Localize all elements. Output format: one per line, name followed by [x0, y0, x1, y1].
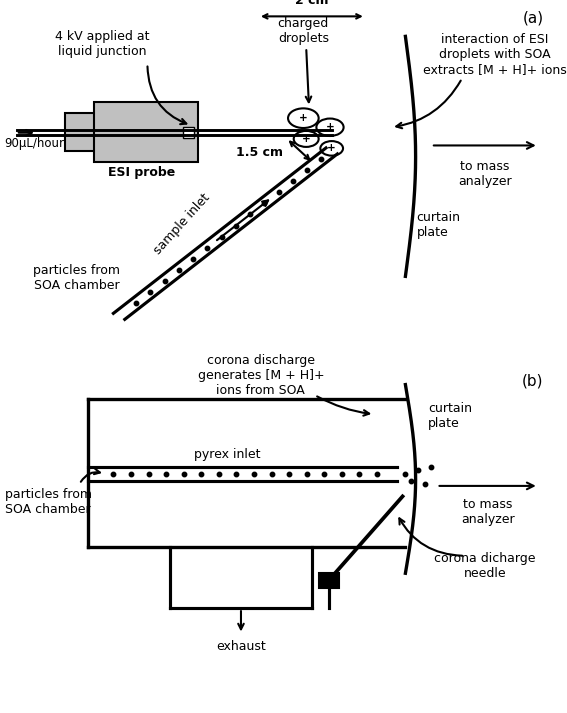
Text: to mass
analyzer: to mass analyzer: [461, 498, 514, 526]
Text: (b): (b): [522, 374, 544, 389]
Text: corona discharge
generates [M + H]+
ions from SOA: corona discharge generates [M + H]+ ions…: [197, 354, 324, 397]
Text: 1.5 cm: 1.5 cm: [236, 146, 284, 159]
Text: sample inlet: sample inlet: [151, 190, 212, 257]
Text: 2 cm: 2 cm: [295, 0, 329, 7]
Text: exhaust: exhaust: [216, 640, 266, 652]
Text: (a): (a): [522, 11, 544, 26]
Text: interaction of ESI
droplets with SOA
extracts [M + H]+ ions: interaction of ESI droplets with SOA ext…: [422, 33, 566, 76]
Text: charged
droplets: charged droplets: [278, 17, 329, 45]
Text: +: +: [302, 134, 311, 144]
Text: corona dicharge
needle: corona dicharge needle: [434, 553, 536, 580]
Bar: [94, 102, 198, 162]
Text: curtain
plate: curtain plate: [417, 212, 461, 240]
Text: +: +: [327, 143, 336, 153]
Text: 4 kV applied at
liquid junction: 4 kV applied at liquid junction: [55, 30, 149, 58]
Text: +: +: [299, 113, 308, 123]
Bar: [319, 573, 339, 588]
Text: to mass
analyzer: to mass analyzer: [458, 160, 511, 188]
Bar: [183, 127, 194, 138]
Text: ESI probe: ESI probe: [108, 166, 175, 179]
Text: particles from
SOA chamber: particles from SOA chamber: [5, 488, 92, 515]
Text: particles from
SOA chamber: particles from SOA chamber: [33, 265, 120, 292]
Text: 90μL/hour: 90μL/hour: [5, 137, 65, 150]
Text: pyrex inlet: pyrex inlet: [193, 448, 260, 461]
Bar: [65, 113, 173, 151]
Text: curtain
plate: curtain plate: [428, 402, 472, 430]
Text: +: +: [325, 122, 335, 133]
